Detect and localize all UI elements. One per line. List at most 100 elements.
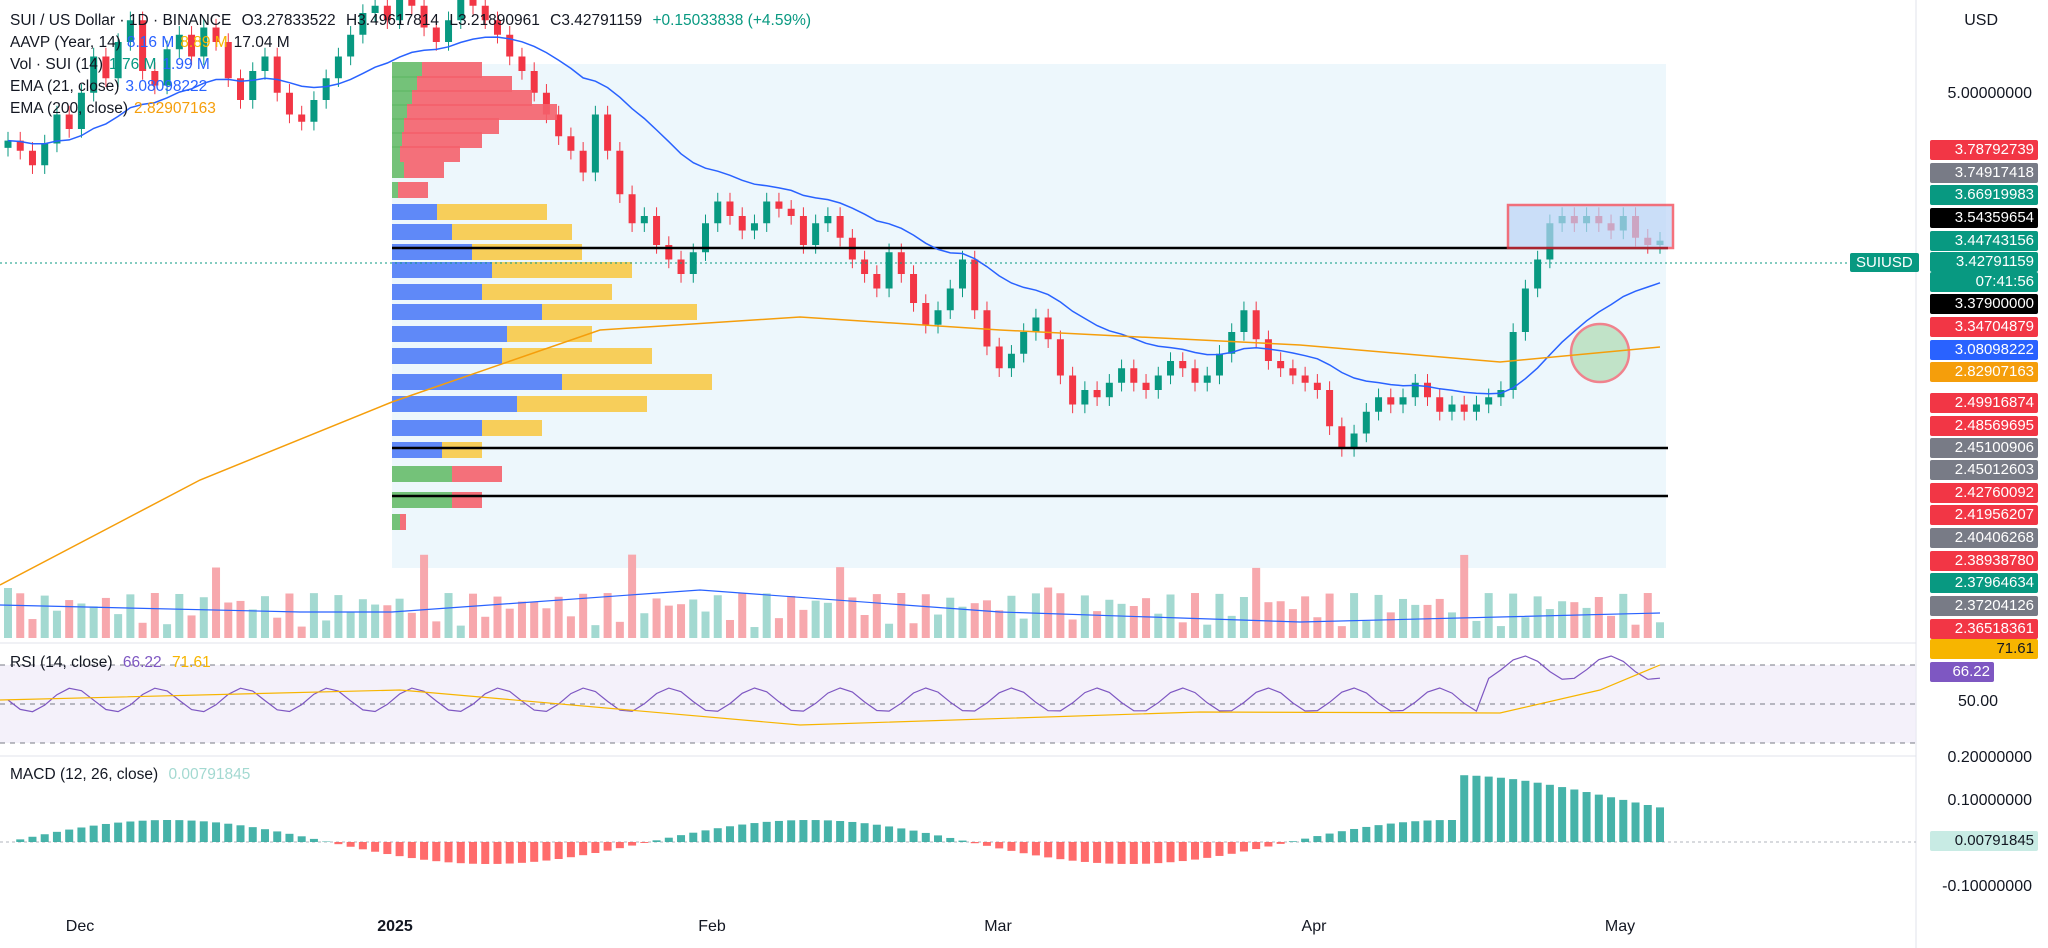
price-axis-label: 2.82907163: [1930, 362, 2038, 382]
volume-bar: [1460, 554, 1469, 638]
vp-bar-b: [452, 466, 502, 482]
candle-body: [371, 5, 379, 13]
macd-histogram-bar: [1044, 842, 1053, 858]
volume-bar: [1190, 593, 1199, 638]
vp-bar-a: [392, 262, 492, 278]
macd-histogram-bar: [175, 820, 184, 842]
macd-histogram-bar: [1423, 820, 1432, 842]
candle-body: [359, 13, 367, 35]
volume-bar: [1044, 587, 1053, 638]
macd-histogram-bar: [787, 820, 796, 842]
candle-body: [383, 5, 391, 21]
volume-bar: [1007, 595, 1016, 638]
volume-bar: [1264, 602, 1273, 638]
candle-body: [983, 310, 991, 347]
price-axis-label: 2.36518361: [1930, 619, 2038, 639]
macd-histogram-bar: [1496, 777, 1505, 842]
candle-body: [28, 150, 36, 166]
volume-bar: [297, 626, 306, 638]
volume-bar: [701, 611, 710, 638]
price-axis-label: 3.34704879: [1930, 317, 2038, 337]
volume-bar: [236, 600, 245, 638]
macd-histogram-bar: [1509, 779, 1518, 842]
candle-body: [126, 20, 134, 42]
candle-body: [432, 27, 440, 42]
macd-histogram-bar: [946, 837, 955, 842]
ema21-line: [7, 36, 1661, 395]
macd-histogram-bar: [89, 825, 98, 842]
vp-bar-a: [392, 492, 452, 508]
volume-bar: [677, 604, 686, 638]
candle-body: [824, 216, 832, 224]
macd-histogram-bar: [187, 820, 196, 842]
candle-body: [224, 42, 232, 79]
macd-histogram-bar: [444, 842, 453, 863]
macd-histogram-bar: [432, 842, 441, 862]
volume-bar: [505, 608, 514, 638]
macd-histogram-bar: [811, 820, 820, 842]
candle-body: [506, 34, 514, 57]
volume-bar: [1056, 593, 1065, 638]
volume-bar: [1178, 622, 1187, 638]
macd-histogram-bar: [1399, 822, 1408, 842]
vp-bar-b: [562, 374, 712, 390]
vp-bar-b: [400, 514, 406, 530]
vp-bar-b: [542, 304, 697, 320]
macd-histogram-bar: [1545, 784, 1554, 842]
macd-histogram-bar: [628, 842, 637, 846]
volume-bar: [1301, 596, 1310, 638]
ohlc-change: +0.15033838 (+4.59%): [652, 12, 812, 29]
volume-bar: [1203, 624, 1212, 638]
volume-bar: [970, 603, 979, 638]
macd-histogram-bar: [481, 842, 490, 864]
macd-histogram-bar: [640, 842, 649, 843]
macd-histogram-bar: [542, 842, 551, 861]
macd-histogram-bar: [1607, 797, 1616, 842]
volume-bar: [77, 603, 86, 638]
macd-histogram-bar: [150, 820, 159, 842]
candle-body: [273, 56, 281, 93]
volume-bar: [897, 593, 906, 638]
vp-bar-b: [400, 146, 460, 162]
macd-histogram-bar: [872, 824, 881, 842]
volume-bar: [1558, 601, 1567, 638]
volume-bar: [1239, 597, 1248, 638]
macd-histogram-bar: [897, 828, 906, 842]
macd-histogram-bar: [1350, 828, 1359, 842]
macd-histogram-bar: [1570, 789, 1579, 842]
volume-bar: [444, 593, 453, 638]
volume-bar: [1362, 620, 1371, 638]
price-axis-label: 2.45012603: [1930, 460, 2038, 480]
macd-histogram-bar: [860, 823, 869, 842]
volume-bar: [371, 604, 380, 638]
macd-histogram-bar: [848, 821, 857, 842]
candle-body: [41, 143, 49, 166]
candle-body: [310, 100, 318, 122]
macd-histogram-bar: [1643, 804, 1652, 842]
vp-bar-a: [392, 244, 472, 260]
macd-histogram-bar: [28, 836, 37, 842]
macd-histogram-bar: [615, 842, 624, 849]
vp-bar-a: [392, 304, 542, 320]
volume-bar: [848, 597, 857, 638]
candle-body: [65, 114, 73, 129]
rsi-tick-50: 50.00: [1957, 693, 1998, 710]
volume-bar: [689, 599, 698, 638]
candle-body: [469, 0, 477, 6]
vp-bar-b: [437, 204, 547, 220]
macd-histogram-bar: [65, 829, 74, 842]
candle-body: [1521, 288, 1529, 332]
candle-body: [1375, 397, 1383, 412]
currency-label[interactable]: USD: [1964, 12, 1998, 29]
price-axis-label: 2.45100906: [1930, 438, 2038, 458]
vp-bar-a: [392, 62, 422, 78]
vp-bar-a: [392, 118, 404, 134]
candle-body: [787, 208, 795, 216]
volume-bar: [1386, 612, 1395, 638]
ohlc-open: O3.27833522: [241, 12, 336, 29]
volume-bar: [517, 601, 526, 638]
volume-bar: [89, 606, 98, 638]
volume-bar: [248, 609, 257, 638]
candle-body: [1105, 382, 1113, 398]
